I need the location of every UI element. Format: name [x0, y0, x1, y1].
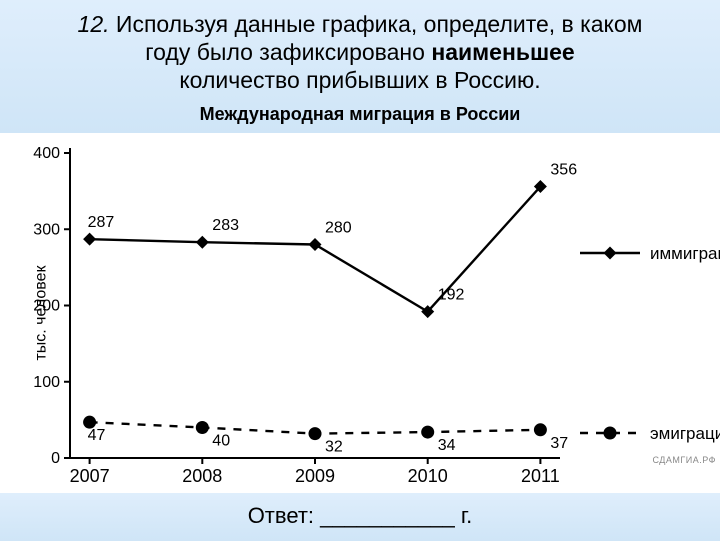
data-marker [309, 238, 322, 251]
y-tick-label: 300 [33, 221, 60, 238]
question-line1: Используя данные графика, определите, в … [116, 11, 643, 37]
x-tick-label: 2007 [70, 466, 110, 486]
question-line2a: году было зафиксировано [145, 39, 431, 65]
chart-svg: 0100200300400200720082009201020112872832… [0, 133, 720, 493]
value-label: 356 [550, 162, 577, 179]
x-tick-label: 2009 [295, 466, 335, 486]
question-line3: количество прибывших в Россию. [179, 67, 540, 93]
value-label: 40 [212, 433, 230, 450]
answer-bar: Ответ: ___________ г. [0, 493, 720, 541]
y-axis-title: тыс. человек [33, 266, 51, 361]
value-label: 287 [88, 214, 115, 231]
value-label: 34 [438, 437, 456, 454]
value-label: 192 [438, 287, 465, 304]
x-tick-label: 2010 [408, 466, 448, 486]
data-marker [421, 426, 434, 439]
legend-label-emigration: эмиграция [650, 424, 720, 443]
x-tick-label: 2008 [182, 466, 222, 486]
chart-subtitle: Международная миграция в России [24, 104, 696, 125]
question-bold-word: наименьшее [431, 39, 574, 65]
value-label: 32 [325, 439, 343, 456]
chart-container: тыс. человек 010020030040020072008200920… [0, 133, 720, 493]
value-label: 280 [325, 220, 352, 237]
value-label: 47 [88, 427, 106, 444]
data-marker [604, 247, 617, 260]
answer-blank: ___________ [320, 503, 455, 528]
question-header: 12. Используя данные графика, определите… [0, 0, 720, 133]
data-marker [309, 427, 322, 440]
legend-label-immigration: иммиграция [650, 244, 720, 263]
value-label: 283 [212, 217, 239, 234]
answer-suffix: г. [455, 503, 473, 528]
x-tick-label: 2011 [521, 466, 560, 486]
y-tick-label: 400 [33, 145, 60, 162]
answer-prefix: Ответ: [248, 503, 320, 528]
y-tick-label: 0 [51, 450, 60, 467]
data-marker [534, 423, 547, 436]
data-marker [83, 233, 96, 246]
question-text: 12. Используя данные графика, определите… [24, 10, 696, 94]
watermark: СДАМГИА.РФ [653, 455, 717, 465]
y-tick-label: 100 [33, 374, 60, 391]
question-number: 12. [78, 11, 110, 37]
value-label: 37 [550, 435, 568, 452]
data-marker [196, 421, 209, 434]
data-marker [604, 427, 617, 440]
data-marker [196, 236, 209, 249]
